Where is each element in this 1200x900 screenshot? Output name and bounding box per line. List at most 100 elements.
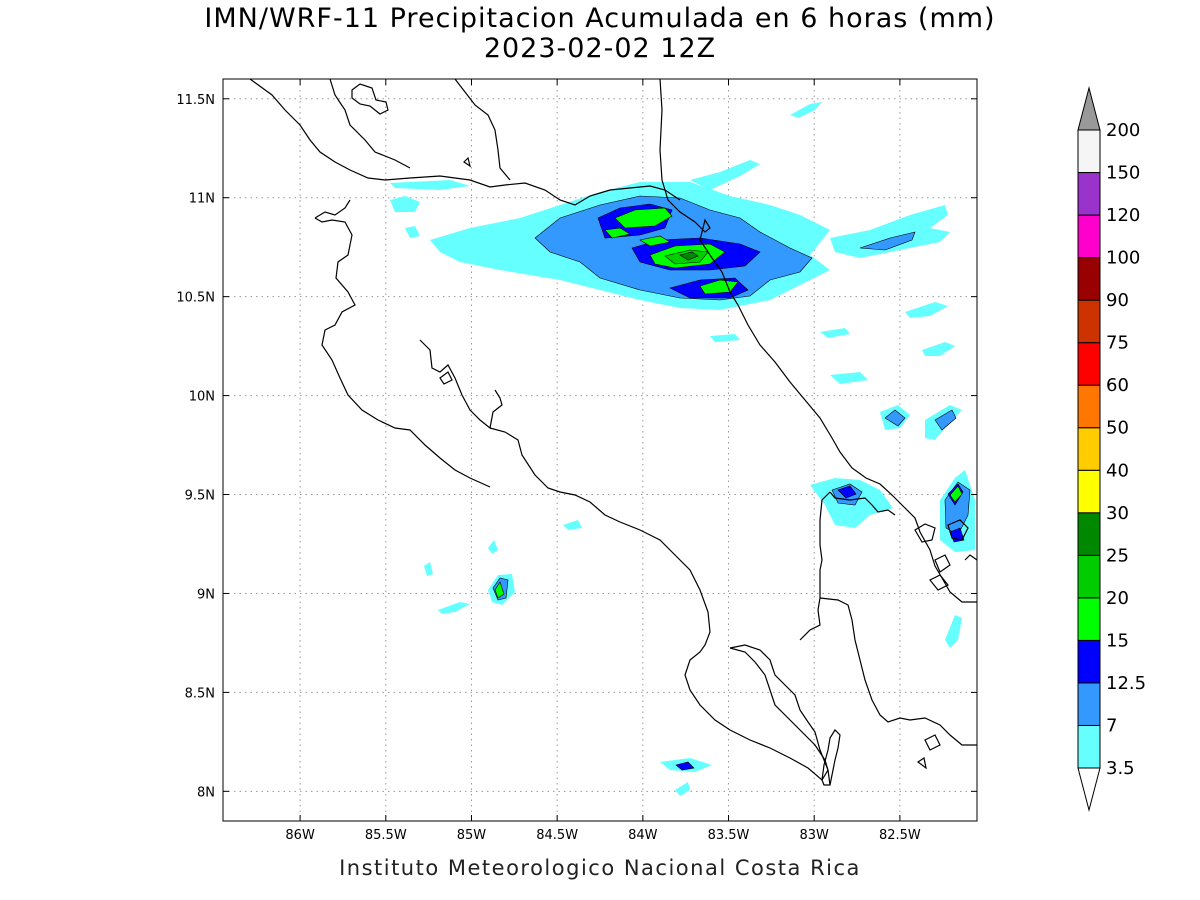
burica-peninsula [821,729,841,786]
colorbar-swatch-6 [1077,469,1101,514]
border-nic-cr-west [314,199,351,219]
colorbar-swatch-12 [1077,214,1101,259]
precip-area-3.5mm-small-6 [830,372,868,384]
precip-area-7mm-north-blob [884,409,906,427]
colorbar-swatch-13 [1077,172,1101,216]
lat-tick-label: 10N [189,390,215,405]
coastline-pacific-north [314,217,491,488]
colorbar-swatch-1 [1077,682,1101,726]
precip-area-3.5mm-small-5 [820,328,850,338]
colorbar-swatch-8 [1077,384,1101,429]
precip-area-7mm-ne-blob [934,409,957,431]
precip-area-15mm-core-4 [639,235,671,247]
precip-area-3.5mm-west-blob [390,196,420,212]
colorbar-swatch-2 [1077,639,1101,684]
institution-credit: Instituto Meteorologico Nacional Costa R… [339,856,861,880]
lon-tick-label: 86W [285,828,315,843]
precip-area-3.5mm-nw-strip [390,180,470,190]
colorbar-over-arrow [1077,86,1101,131]
lon-tick-label: 84W [628,828,658,843]
lat-tick-label: 8.5N [185,686,215,701]
gulf-of-nicoya [419,339,503,430]
precip-area-12.5mm-core-7 [675,761,695,771]
colorbar-swatch-9 [1077,342,1101,386]
coastline-pacific-central [489,427,829,781]
colorbar-label: 200 [1106,120,1140,141]
coastline-caribbean [659,79,977,603]
colorbar-label: 3.5 [1106,758,1135,779]
colorbar-label: 75 [1106,333,1129,354]
colorbar-label: 90 [1106,290,1129,311]
precip-area-15mm-core-5 [699,279,739,295]
precip-area-3.5mm-small-7 [710,334,740,342]
small-island-lake [463,156,471,168]
colorbar-swatch-4 [1077,554,1101,599]
osa-peninsula [729,644,831,786]
colorbar-label: 40 [1106,460,1129,481]
map-title: IMN/WRF-11 Precipitacion Acumulada en 6 … [204,3,996,34]
colorbar-label: 150 [1106,163,1140,184]
coastline-lake-west [329,79,411,169]
lat-tick-label: 11.5N [176,93,215,108]
precip-area-3.5mm-small-4 [922,342,955,356]
lon-tick-label: 85.5W [365,828,407,843]
panama-coast-east [916,554,977,770]
precip-area-3.5mm-streak-east [830,205,950,258]
ometepe-island [351,83,389,115]
colorbar-swatch-11 [1077,257,1101,301]
precip-area-15mm-core-7 [494,581,505,599]
precip-area-25mm-core [679,251,699,261]
precip-area-3.5mm-pacific-4 [488,540,498,554]
colorbar-swatch-7 [1077,427,1101,471]
axis-ticks: 86W 85.5W 85W 84.5W 84W 83.5W 83W 82.5W 11.5N 11N… [176,79,977,843]
coastlines [249,79,977,786]
lat-tick-label: 8N [197,785,215,800]
map-frame [222,78,978,822]
precip-area-3.5mm-small-1 [405,226,420,238]
lat-tick-label: 11N [189,192,215,207]
map-date: 2023-02-02 12Z [483,33,717,64]
lon-tick-label: 83W [800,828,830,843]
precip-area-3.5mm-small-2 [790,102,822,118]
precip-area-15mm-core-1 [614,207,673,229]
precip-area-3.5mm-pacific-5 [563,520,582,530]
lon-tick-label: 85W [457,828,487,843]
coastline-lake-north [454,79,511,181]
lon-tick-label: 82.5W [879,828,921,843]
lat-tick-label: 9N [197,587,215,602]
precip-area-15mm-core-2 [604,227,631,239]
bocas-islands [914,523,951,591]
colorbar-label: 25 [1106,545,1129,566]
colorbar-label: 100 [1106,248,1140,269]
precip-area-7mm-streak [859,231,916,251]
colorbar-label: 30 [1106,503,1129,524]
precip-area-12.5mm-core-4 [837,485,857,499]
map-plot-area [223,79,977,821]
golfo-dulce [799,491,831,641]
coastline-panama [819,597,977,746]
colorbar-swatch-3 [1077,597,1101,641]
colorbar-label: 60 [1106,375,1129,396]
precip-area-3.5mm-pacific-3 [424,562,433,576]
lat-tick-label: 9.5N [185,489,215,504]
precip-area-3.5mm-south-east [945,615,962,648]
colorbar-swatch-5 [1077,512,1101,556]
colorbar-label: 50 [1106,418,1129,439]
precip-area-15mm-core-6 [949,485,963,503]
lon-tick-label: 83.5W [708,828,750,843]
colorbar-label: 7 [1106,715,1117,736]
coastline-north-lake [249,79,681,206]
precip-area-3.5mm-streak-north [690,160,760,190]
gulf-island [439,371,453,385]
colorbar-swatch-10 [1077,299,1101,344]
precipitation-shading [390,102,975,796]
precip-area-3.5mm-small-3 [905,302,948,318]
bocas-peninsula [947,519,969,541]
colorbar-label: 15 [1106,630,1129,651]
colorbar-label: 120 [1106,205,1140,226]
border-cr-panama [829,491,896,516]
precip-area-3.5mm-pacific-2 [438,602,470,614]
lat-tick-label: 10.5N [176,291,215,306]
lon-tick-label: 84.5W [536,828,578,843]
